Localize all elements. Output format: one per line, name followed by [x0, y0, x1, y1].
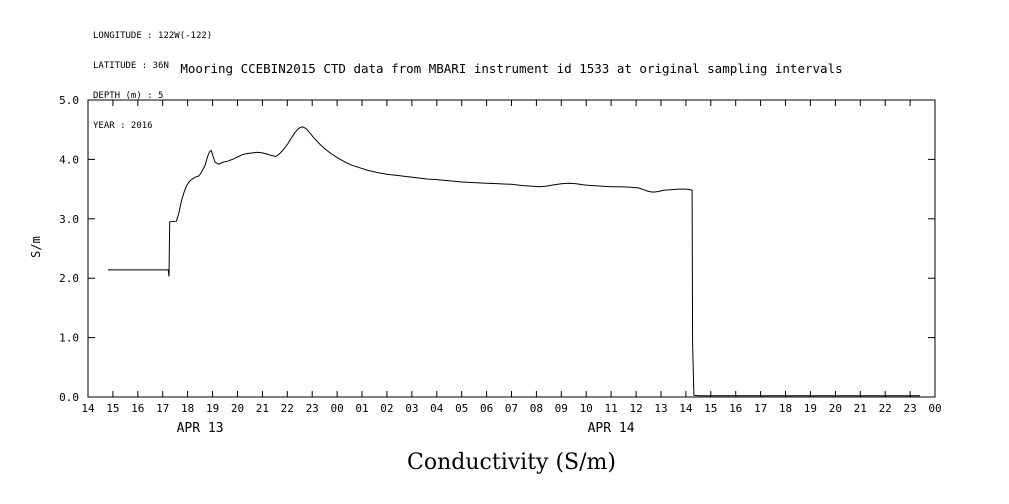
metadata-longitude: LONGITUDE : 122W(-122)	[93, 31, 213, 41]
x-tick-label: 01	[355, 402, 368, 415]
x-tick-label: 22	[281, 402, 294, 415]
y-tick-label: 4.0	[59, 153, 79, 166]
x-tick-label: 20	[829, 402, 842, 415]
x-tick-label: 16	[729, 402, 742, 415]
metadata-latitude: LATITUDE : 36N	[93, 61, 169, 71]
y-tick-label: 0.0	[59, 391, 79, 404]
x-tick-label: 04	[430, 402, 444, 415]
x-tick-label: 23	[306, 402, 319, 415]
x-tick-label: 20	[231, 402, 244, 415]
x-tick-label: 23	[903, 402, 916, 415]
plot-frame	[87, 99, 936, 398]
metadata-block: LONGITUDE : 122W(-122) LATITUDE : 36N DE…	[93, 11, 212, 151]
x-tick-label: 15	[106, 402, 119, 415]
x-tick-label: 16	[131, 402, 144, 415]
y-tick-label: 2.0	[59, 272, 79, 285]
x-tick-label: 19	[206, 402, 219, 415]
x-tick-label: 14	[81, 402, 95, 415]
x-tick-label: 17	[754, 402, 767, 415]
x-tick-label: 06	[480, 402, 493, 415]
x-tick-label: 19	[804, 402, 817, 415]
x-tick-label: 08	[530, 402, 543, 415]
x-tick-label: 21	[256, 402, 269, 415]
conductivity-line	[107, 126, 921, 397]
x-tick-label: 10	[580, 402, 593, 415]
x-tick-label: 00	[928, 402, 941, 415]
x-tick-label: 15	[704, 402, 717, 415]
x-tick-label: 03	[405, 402, 418, 415]
x-tick-label: 02	[380, 402, 393, 415]
x-tick-label: 18	[779, 402, 792, 415]
x-tick-label: 12	[629, 402, 642, 415]
x-tick-label: 05	[455, 402, 468, 415]
x-tick-label: 22	[879, 402, 892, 415]
chart-title: Mooring CCEBIN2015 CTD data from MBARI i…	[180, 61, 843, 76]
x-axis-label: Conductivity (S/m)	[407, 450, 616, 475]
x-tick-label: 09	[555, 402, 568, 415]
x-tick-label: 14	[679, 402, 693, 415]
metadata-year: YEAR : 2016	[93, 121, 153, 131]
x-tick-label: 13	[654, 402, 667, 415]
x-tick-label: 07	[505, 402, 518, 415]
x-tick-label: 11	[604, 402, 617, 415]
x-day-label: APR 14	[588, 421, 635, 436]
x-tick-label: 21	[854, 402, 867, 415]
x-day-label: APR 13	[177, 421, 224, 436]
metadata-depth: DEPTH (m) : 5	[93, 91, 164, 101]
y-tick-label: 3.0	[59, 213, 79, 226]
x-tick-label: 17	[156, 402, 169, 415]
x-tick-label: 18	[181, 402, 194, 415]
y-tick-label: 5.0	[59, 94, 79, 107]
y-tick-label: 1.0	[59, 332, 79, 345]
x-tick-label: 00	[330, 402, 343, 415]
